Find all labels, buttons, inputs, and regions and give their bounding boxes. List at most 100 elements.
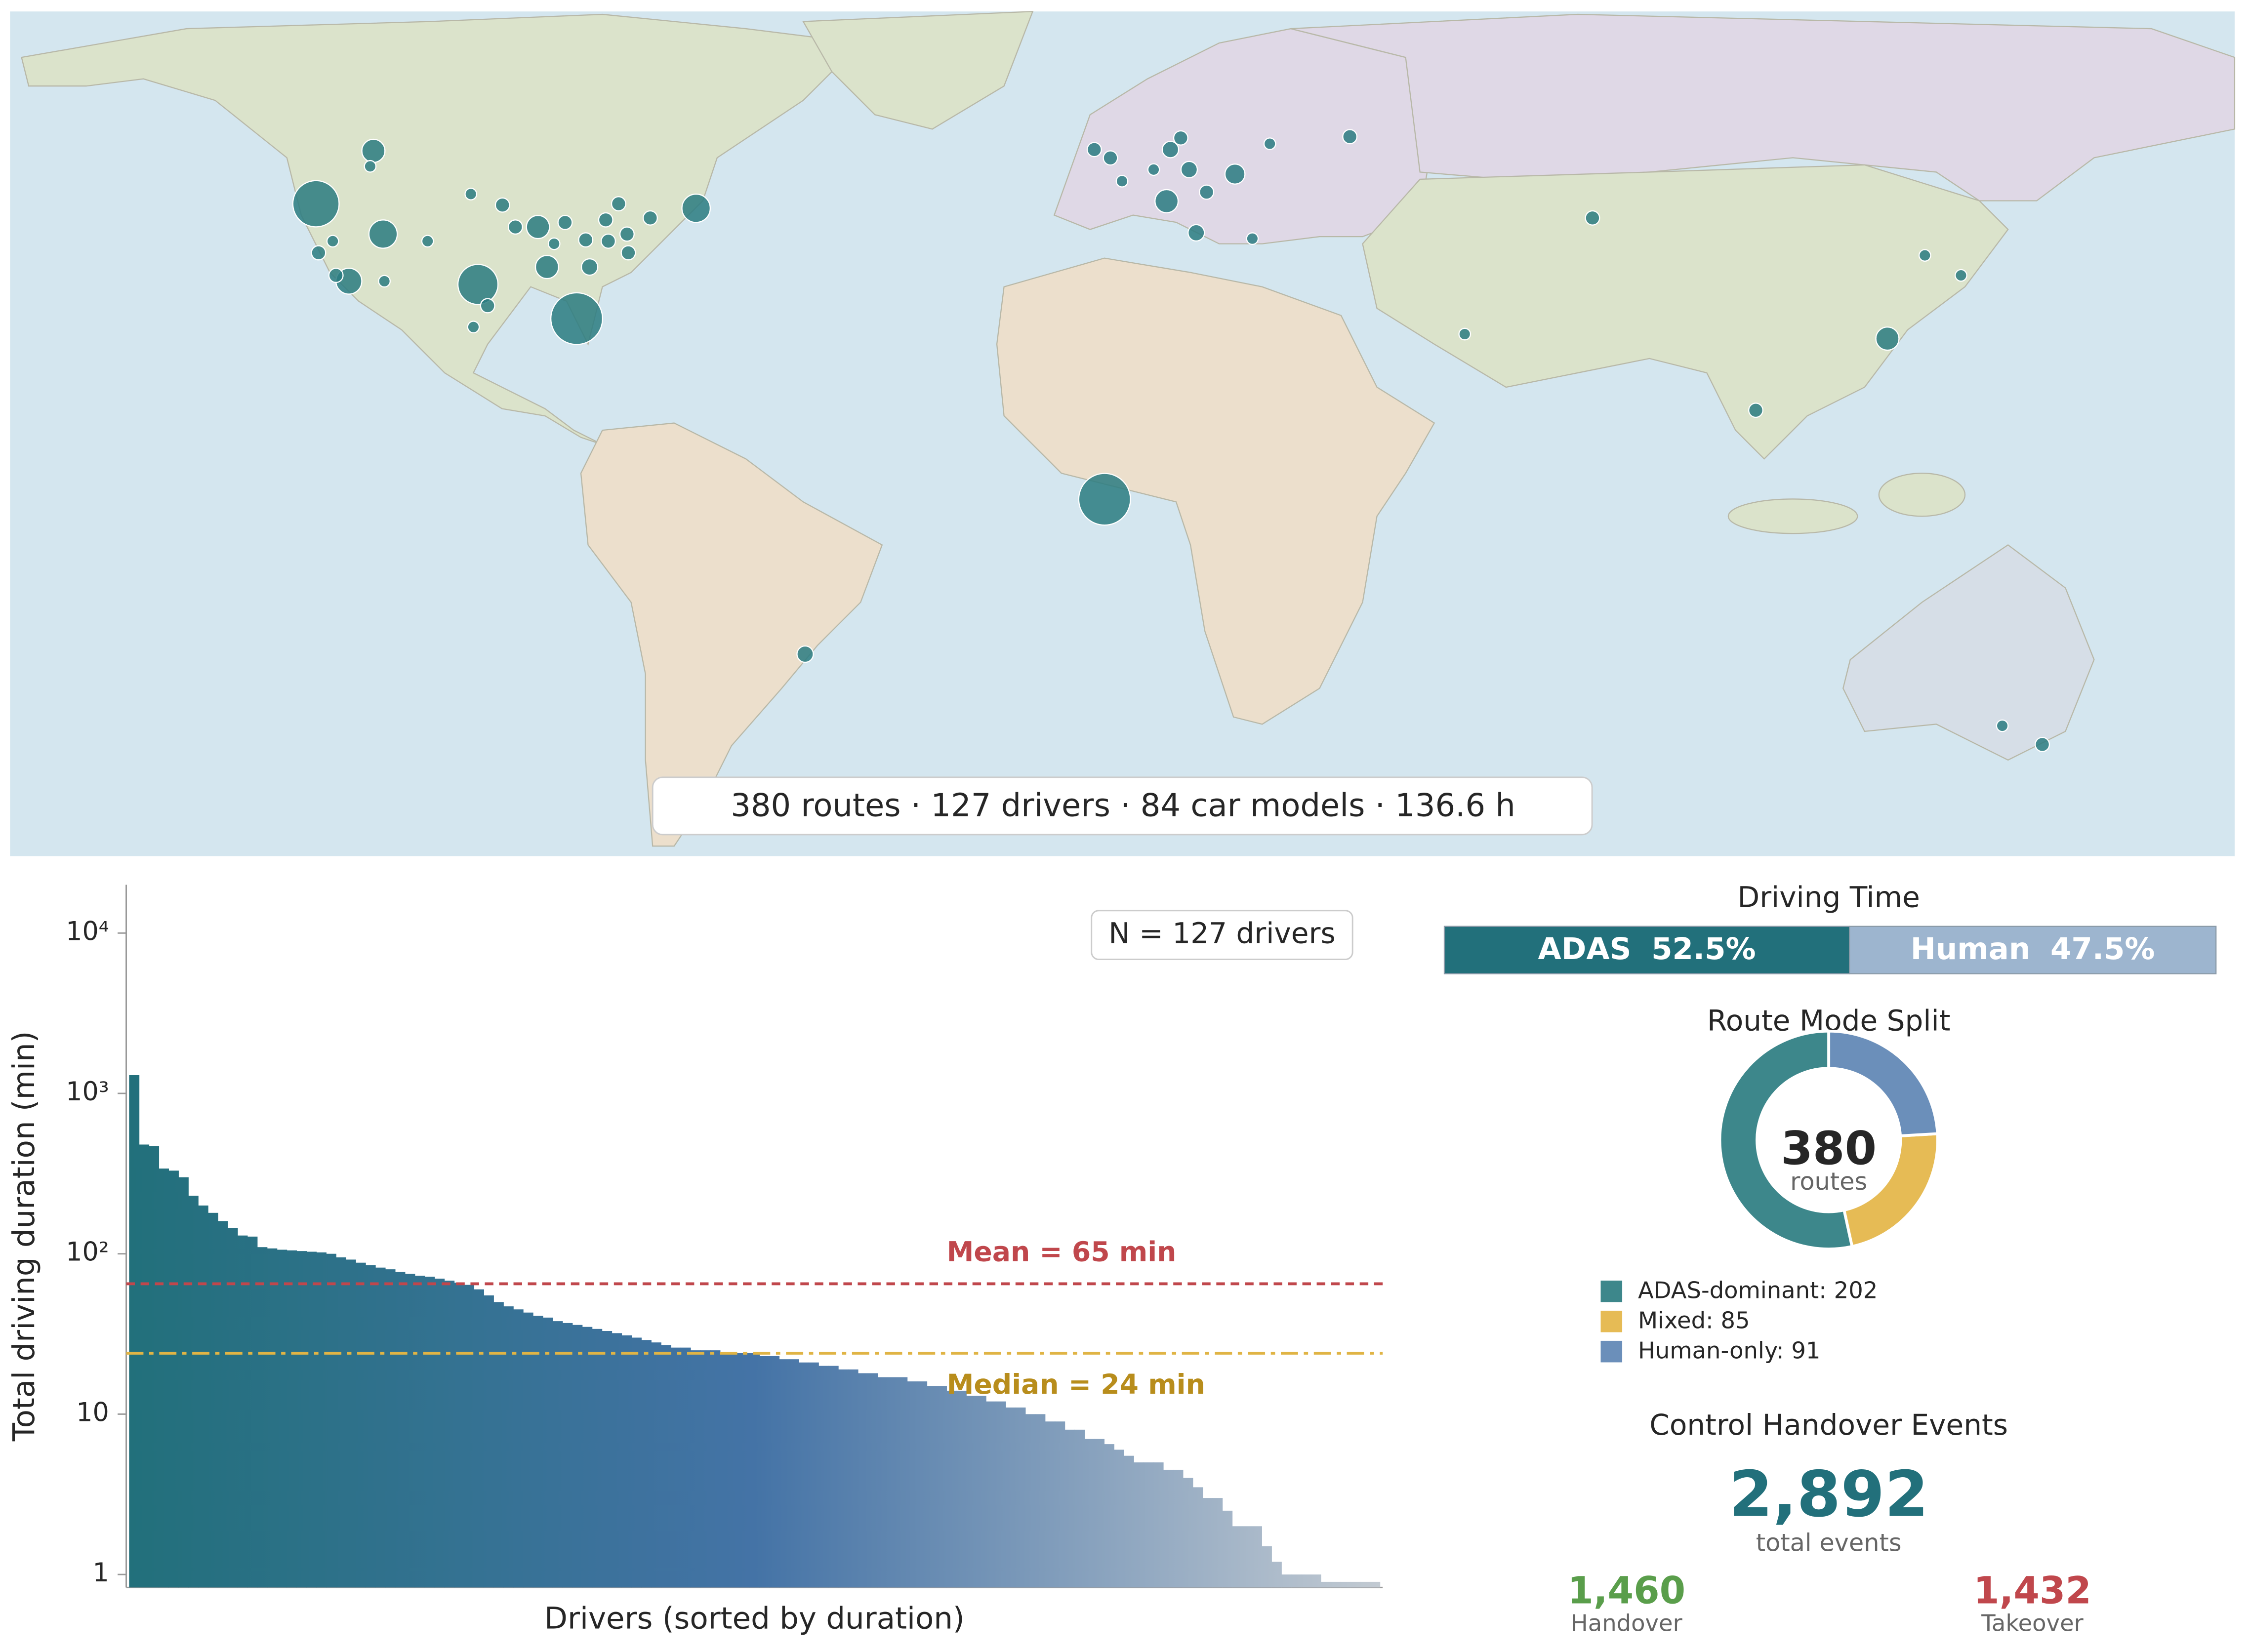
bar xyxy=(1094,1439,1104,1588)
bar xyxy=(149,1146,160,1588)
bar xyxy=(198,1205,208,1588)
bar xyxy=(296,1251,307,1588)
bar xyxy=(484,1295,494,1588)
legend-label: ADAS-dominant: 202 xyxy=(1638,1277,1878,1304)
route-bubble xyxy=(620,245,636,261)
land xyxy=(1842,544,2095,761)
bar xyxy=(365,1265,376,1588)
route-bubble xyxy=(611,196,626,212)
bar xyxy=(1163,1469,1174,1588)
bar xyxy=(572,1325,583,1588)
bar xyxy=(1173,1469,1184,1588)
land xyxy=(802,10,1034,130)
bar xyxy=(1153,1462,1164,1588)
bar xyxy=(129,1075,140,1588)
route-bubble xyxy=(421,235,434,248)
bar xyxy=(631,1337,642,1588)
legend-swatch xyxy=(1600,1310,1623,1332)
kpi-caption: total events xyxy=(1756,1529,1902,1557)
bar xyxy=(641,1340,652,1588)
route-bubble xyxy=(1173,130,1188,146)
bar xyxy=(1252,1526,1262,1588)
bar xyxy=(1055,1421,1065,1588)
y-tick-label: 10² xyxy=(66,1237,109,1267)
bar xyxy=(602,1331,613,1588)
land xyxy=(996,257,1435,725)
bar xyxy=(887,1377,898,1588)
bar xyxy=(739,1353,750,1588)
bar xyxy=(523,1312,533,1588)
bar xyxy=(1301,1574,1311,1588)
bar xyxy=(454,1283,465,1588)
bar xyxy=(976,1396,986,1588)
map-base xyxy=(10,10,2236,856)
route-bubble xyxy=(328,268,344,283)
y-axis-label: Total driving duration (min) xyxy=(6,1031,41,1442)
y-tick-label: 10⁴ xyxy=(66,916,109,946)
bar xyxy=(1025,1414,1036,1588)
route-bubble xyxy=(1246,232,1259,245)
bar xyxy=(1202,1498,1213,1588)
donut-total-label: routes xyxy=(1790,1167,1867,1196)
y-tick-label: 10 xyxy=(76,1397,109,1427)
route-bubble xyxy=(507,219,523,235)
route-bubble xyxy=(534,255,559,280)
route-bubble xyxy=(1199,184,1215,200)
route-bubble xyxy=(1187,224,1205,242)
bar xyxy=(375,1267,386,1588)
route-bubble xyxy=(526,215,550,240)
bar xyxy=(217,1221,228,1588)
land xyxy=(580,422,883,847)
bar xyxy=(1123,1455,1134,1588)
bar xyxy=(385,1269,396,1588)
bar xyxy=(532,1316,543,1588)
route-bubble xyxy=(1875,326,1900,351)
route-bubble xyxy=(796,645,814,663)
bar xyxy=(542,1317,553,1588)
legend-label: Mixed: 85 xyxy=(1638,1307,1750,1334)
bar xyxy=(897,1377,908,1588)
bar xyxy=(769,1356,780,1588)
bar xyxy=(444,1281,455,1588)
value-label: 52.5% xyxy=(1651,931,1756,967)
bar xyxy=(562,1323,573,1588)
bar xyxy=(1281,1574,1292,1588)
bar xyxy=(799,1362,809,1588)
donut-segment xyxy=(1718,1029,1854,1250)
bar xyxy=(1005,1407,1016,1588)
bar xyxy=(1035,1414,1046,1588)
bar xyxy=(247,1236,258,1588)
y-tick-label: 10³ xyxy=(66,1077,109,1107)
route-bubble xyxy=(1342,129,1358,145)
bar xyxy=(917,1381,928,1588)
route-bubble xyxy=(601,233,616,249)
bar xyxy=(1232,1526,1243,1588)
bar xyxy=(1330,1581,1341,1588)
route-bubble xyxy=(1154,189,1179,213)
bar xyxy=(257,1247,268,1588)
bar xyxy=(1350,1581,1361,1588)
route-bubble xyxy=(464,188,478,201)
bar xyxy=(1114,1450,1124,1588)
route-bubble xyxy=(1103,150,1118,166)
time-bar xyxy=(1443,926,1850,974)
bar xyxy=(956,1390,967,1588)
bar xyxy=(1104,1444,1114,1588)
route-bubble xyxy=(1161,141,1180,159)
bar xyxy=(237,1235,248,1588)
bar xyxy=(424,1276,435,1588)
bar xyxy=(316,1252,327,1588)
bar xyxy=(710,1350,721,1588)
time-bar-label: ADAS 52.5% xyxy=(1538,931,1756,967)
bar xyxy=(277,1249,287,1588)
bar xyxy=(159,1168,169,1588)
route-bubble xyxy=(580,258,599,276)
bar xyxy=(1271,1562,1282,1588)
bar xyxy=(1212,1498,1223,1588)
bar xyxy=(720,1353,731,1588)
legend-swatch xyxy=(1600,1280,1623,1302)
reference-label: Mean = 65 min xyxy=(946,1237,1176,1268)
land xyxy=(1727,498,1858,534)
bar xyxy=(188,1196,199,1588)
